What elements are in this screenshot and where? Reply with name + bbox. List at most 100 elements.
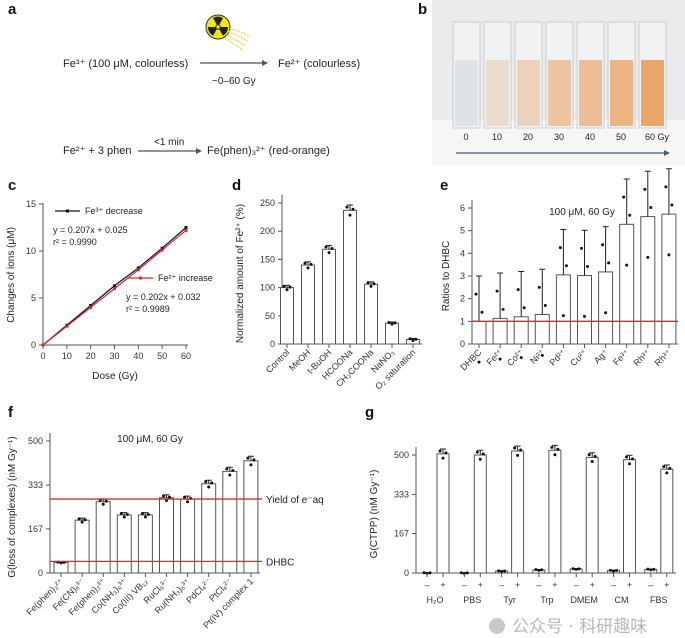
bar xyxy=(243,460,259,574)
replicate-dot xyxy=(228,473,232,477)
chart-f: 0 167 333 500 G(loss of complexes) (nM Gy⁻¹)… xyxy=(7,433,324,630)
replicate-dot xyxy=(122,515,126,519)
y-tick-label: 5 xyxy=(460,226,465,236)
replicate-dot xyxy=(516,453,520,457)
reaction2-right: Fe(phen)₃²⁺ (red-orange) xyxy=(207,145,330,157)
replicate-dot xyxy=(571,567,575,571)
bar xyxy=(201,483,217,574)
sub-label: + xyxy=(590,580,595,590)
panel-label-g: g xyxy=(365,404,374,421)
replicate-dot xyxy=(478,457,482,461)
replicate-dot xyxy=(183,495,187,499)
bar xyxy=(619,223,635,345)
r-squared: r² = 0.9989 xyxy=(126,304,170,314)
replicate-dot xyxy=(516,288,520,292)
replicate-dot xyxy=(497,569,501,573)
bar xyxy=(534,314,550,345)
sub-label: – xyxy=(499,580,504,590)
cuvette-liquid xyxy=(610,60,633,126)
panel-label-c: c xyxy=(8,177,16,194)
cuvette-liquid xyxy=(486,60,509,126)
replicate-dot xyxy=(574,567,578,571)
replicate-dot xyxy=(481,452,485,456)
category-label: Rh³⁺ xyxy=(632,347,653,368)
replicate-dot xyxy=(83,518,87,522)
replicate-dot xyxy=(665,471,669,475)
error-bar xyxy=(626,454,633,460)
replicate-dot xyxy=(609,568,612,572)
legend-label: Fe³⁺ decrease xyxy=(85,206,143,216)
sub-label: + xyxy=(552,580,557,590)
replicate-dot xyxy=(246,456,250,460)
y-tick-label: 15 xyxy=(26,199,36,209)
bar xyxy=(585,456,599,574)
replicate-dot xyxy=(459,571,463,575)
replicate-dot xyxy=(513,446,517,450)
arrow-head-icon xyxy=(664,150,670,156)
bar xyxy=(95,501,111,574)
replicate-dot xyxy=(162,494,165,498)
panel-label-d: d xyxy=(232,177,241,194)
replicate-dot xyxy=(411,339,415,343)
replicate-dot xyxy=(540,353,544,357)
error-bar xyxy=(497,272,504,319)
panel-label-f: f xyxy=(8,404,14,421)
sub-label: + xyxy=(515,580,520,590)
cuvette-liquid xyxy=(548,60,571,126)
replicate-dot xyxy=(662,465,666,469)
error-bar xyxy=(644,170,651,217)
replicate-dot xyxy=(77,517,81,521)
bar xyxy=(473,454,487,574)
x-tick-label: 40 xyxy=(133,351,143,361)
bar xyxy=(322,248,336,345)
y-tick-label: 500 xyxy=(394,450,409,460)
replicate-dot xyxy=(593,454,597,458)
replicate-dot xyxy=(306,266,310,270)
replicate-dot xyxy=(652,567,656,571)
replicate-dot xyxy=(500,570,504,574)
panel-label-b: b xyxy=(418,1,427,18)
bar xyxy=(385,322,399,345)
reaction1-left: Fe³⁺ (100 μM, colourless) xyxy=(63,58,188,70)
x-tick-label: 30 xyxy=(109,351,119,361)
y-tick-label: 6 xyxy=(460,203,465,213)
error-bar xyxy=(440,448,446,454)
x-tick-label: 50 xyxy=(157,351,167,361)
error-bar xyxy=(347,204,353,211)
bar xyxy=(301,264,315,345)
replicate-dot xyxy=(664,185,668,189)
error-bar xyxy=(581,229,588,276)
data-point xyxy=(41,343,45,347)
replicate-dot xyxy=(428,571,432,575)
replicate-dot xyxy=(601,243,605,247)
y-axis-label: Changes of ions (μM) xyxy=(6,227,17,323)
bar xyxy=(598,271,614,345)
bar xyxy=(74,519,90,574)
replicate-dot xyxy=(59,561,63,565)
cuvette-liquid xyxy=(517,60,540,126)
replicate-dot xyxy=(285,288,289,292)
replicate-dot xyxy=(366,281,370,285)
radiation-icon xyxy=(205,14,251,51)
panel-a: a Fe³⁺ (100 μM, colourless) Fe²⁺ (colour… xyxy=(8,1,360,157)
replicate-dot xyxy=(537,285,541,289)
cuvette-liquid xyxy=(455,60,478,126)
data-point xyxy=(89,304,93,308)
dose-label: 20 xyxy=(523,132,533,142)
y-tick-label: 250 xyxy=(260,198,275,208)
data-point xyxy=(113,287,116,291)
replicate-dot xyxy=(408,337,412,341)
replicate-dot xyxy=(330,246,334,250)
replicate-dot xyxy=(519,448,523,452)
category-label: Fe²⁺ xyxy=(485,347,505,367)
y-tick-label: 0 xyxy=(38,568,43,578)
replicate-dot xyxy=(604,311,608,315)
panel-label-e: e xyxy=(440,177,448,194)
replicate-dot xyxy=(503,569,507,573)
replicate-dot xyxy=(612,569,615,573)
dose-label: 10 xyxy=(492,132,502,142)
y-tick-label: 0 xyxy=(270,339,275,349)
equation: y = 0.207x + 0.025 xyxy=(53,225,128,235)
category-label: Ag⁺ xyxy=(592,347,610,365)
y-tick-label: 200 xyxy=(260,226,275,236)
